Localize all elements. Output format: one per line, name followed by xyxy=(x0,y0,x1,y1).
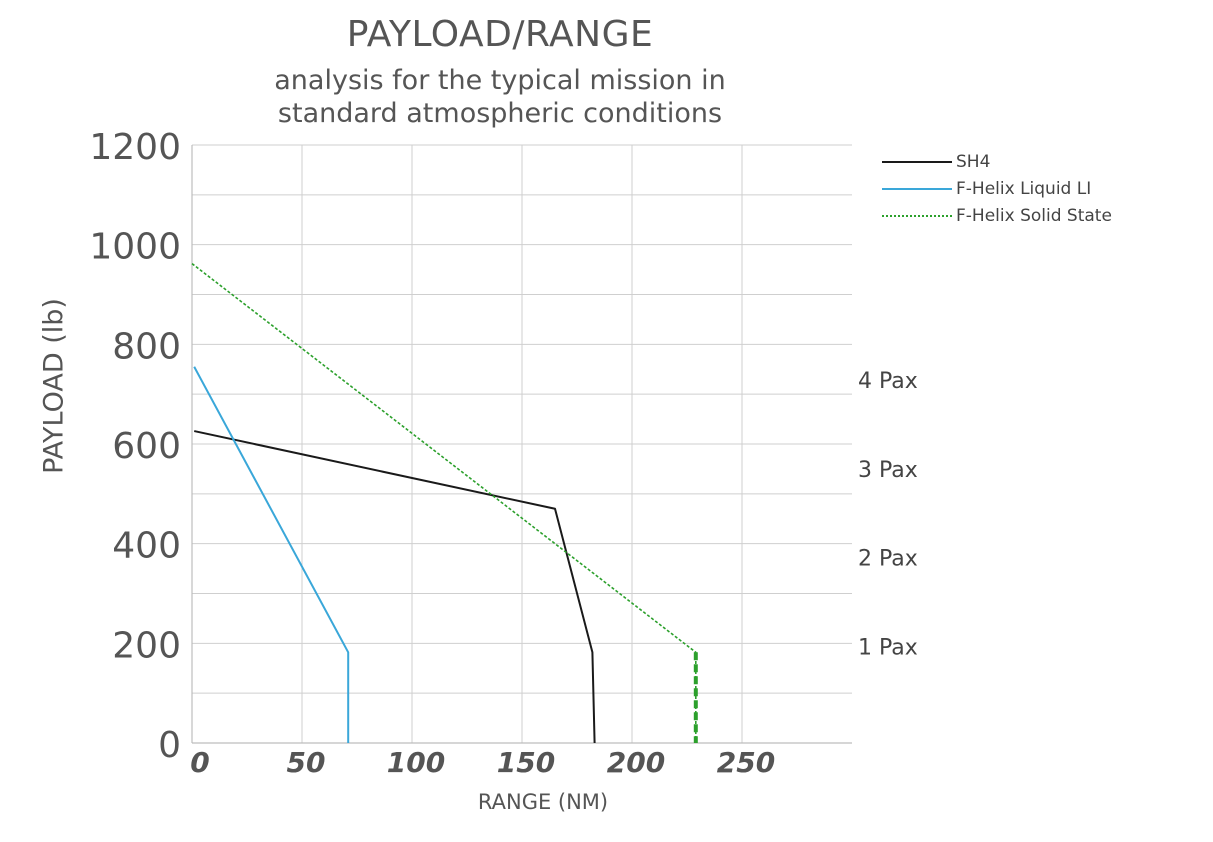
chart-subtitle-line-1: analysis for the typical mission in xyxy=(274,65,726,96)
y-tick-label: 1000 xyxy=(89,227,181,268)
legend-swatch xyxy=(882,187,952,190)
series-line-1 xyxy=(193,430,596,744)
x-tick-label: 100 xyxy=(387,746,445,779)
x-tick-label: 0 xyxy=(190,746,209,779)
y-tick-label: 800 xyxy=(112,326,181,367)
legend-swatch xyxy=(882,160,952,163)
y-tick-label: 0 xyxy=(158,725,181,766)
series-line-2 xyxy=(193,366,350,743)
chart-title: PAYLOAD/RANGE xyxy=(346,14,654,55)
legend-item-3: F-Helix Solid State xyxy=(882,202,1112,229)
legend-item-2: F-Helix Liquid LI xyxy=(882,175,1112,202)
pax-annotation: 1 Pax xyxy=(858,635,918,660)
pax-annotation: 4 Pax xyxy=(858,369,918,394)
legend-label: F-Helix Liquid LI xyxy=(956,178,1092,199)
x-axis-label: RANGE (NM) xyxy=(477,790,609,814)
pax-annotation: 3 Pax xyxy=(858,458,918,483)
y-tick-label: 200 xyxy=(112,625,181,666)
legend: SH4 F-Helix Liquid LI F-Helix Solid State xyxy=(882,148,1112,229)
legend-label: SH4 xyxy=(956,151,991,172)
x-tick-label: 150 xyxy=(497,746,555,779)
legend-label: F-Helix Solid State xyxy=(956,205,1112,226)
legend-item-1: SH4 xyxy=(882,148,1112,175)
x-tick-label: 250 xyxy=(717,746,775,779)
legend-swatch xyxy=(882,214,952,217)
x-tick-label: 200 xyxy=(607,746,665,779)
pax-annotation: 2 Pax xyxy=(858,547,918,572)
chart-subtitle-line-2: standard atmospheric conditions xyxy=(277,98,723,129)
y-tick-label: 400 xyxy=(112,526,181,567)
y-tick-label: 600 xyxy=(112,426,181,467)
x-tick-label: 50 xyxy=(287,746,326,779)
y-tick-label: 1200 xyxy=(89,127,181,168)
chart-subtitle: analysis for the typical mission in stan… xyxy=(200,64,800,130)
